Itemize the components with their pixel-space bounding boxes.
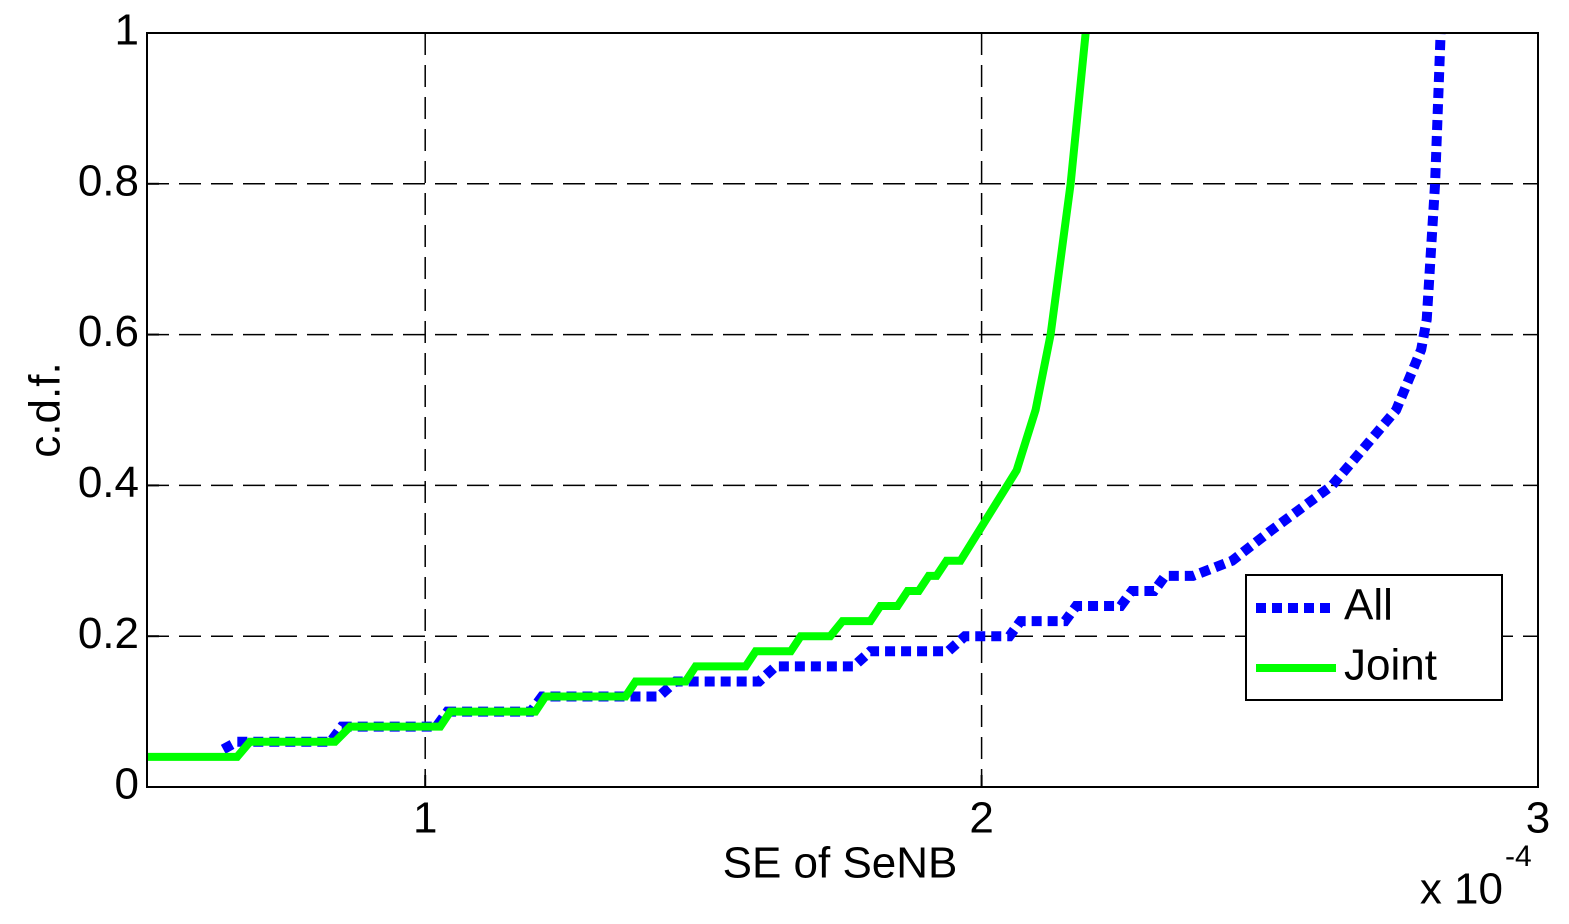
y-tick-label: 0.6: [78, 307, 139, 356]
legend-box: [1245, 574, 1503, 701]
x-tick-label: 2: [969, 794, 993, 843]
x-tick-label: 1: [413, 794, 437, 843]
y-tick-label: 1: [115, 6, 139, 55]
x-axis-label: SE of SeNB: [723, 839, 958, 888]
plot-frame: [146, 32, 1539, 788]
y-tick-label: 0.8: [78, 156, 139, 205]
y-tick-label: 0.4: [78, 458, 139, 507]
legend-label: All: [1344, 581, 1393, 630]
y-tick-label: 0.2: [78, 609, 139, 658]
line-series: [147, 32, 1090, 761]
x-multiplier: x 10: [1420, 865, 1503, 914]
x-multiplier-exponent: -4: [1505, 840, 1532, 873]
y-tick-label: 0: [115, 760, 139, 809]
line-series: [220, 32, 1446, 754]
legend-label: Joint: [1344, 641, 1437, 690]
x-tick-label: 3: [1526, 794, 1550, 843]
y-axis-label: c.d.f.: [21, 362, 70, 457]
